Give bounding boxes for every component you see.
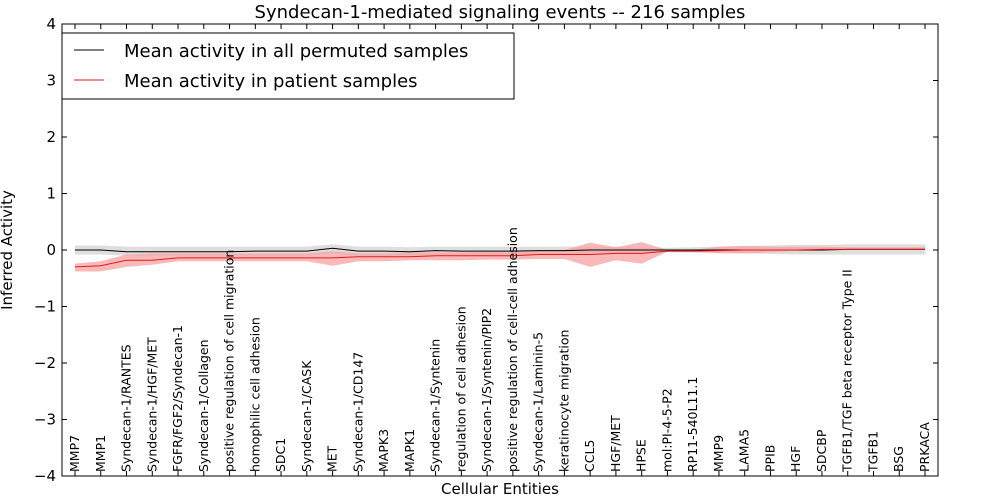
y-tick-label: −1: [34, 298, 56, 316]
y-tick-label: −2: [34, 354, 56, 372]
x-category-label: regulation of cell adhesion: [453, 306, 468, 472]
x-category-label: Syndecan-1/CD147: [350, 352, 365, 472]
legend-box: [61, 32, 515, 100]
x-category-label: MMP1: [93, 435, 108, 472]
x-category-label: positive regulation of cell-cell adhesio…: [505, 227, 520, 472]
x-category-label: Syndecan-1/RANTES: [119, 344, 134, 472]
x-category-label: HGF/MET: [608, 415, 623, 472]
x-category-label: HGF: [788, 446, 803, 472]
series-1-band: [75, 242, 925, 272]
x-category-label: Syndecan-1/Collagen: [196, 339, 211, 472]
x-category-label: Syndecan-1/CASK: [299, 360, 314, 472]
x-category-label: Syndecan-1/Laminin-5: [531, 332, 546, 472]
x-category-label: TGFB1/TGF beta receptor Type II: [840, 269, 855, 473]
x-category-label: CCL5: [582, 440, 597, 472]
x-category-label: BSG: [891, 446, 906, 472]
x-category-label: PRKACA: [917, 422, 932, 472]
x-category-label: MMP9: [711, 435, 726, 472]
y-tick-label: −3: [34, 411, 56, 429]
x-category-label: RP11-540L11.1: [685, 377, 700, 472]
x-category-label: MAPK1: [402, 429, 417, 472]
x-category-label: MET: [325, 445, 340, 472]
x-category-label: MMP7: [67, 435, 82, 472]
x-category-label: Syndecan-1/HGF/MET: [144, 337, 159, 472]
chart-title: Syndecan-1-mediated signaling events -- …: [255, 2, 746, 23]
x-category-label: FGFR/FGF2/Syndecan-1: [170, 325, 185, 472]
plot-frame: [61, 23, 939, 477]
y-tick-label: 4: [46, 15, 56, 33]
legend: Mean activity in all permuted samples Me…: [61, 32, 515, 100]
x-category-label: MAPK3: [376, 429, 391, 472]
x-category-label: Syndecan-1/Syntenin/PIP2: [479, 308, 494, 472]
x-category-label: SDC1: [273, 438, 288, 472]
y-axis-label: Inferred Activity: [0, 190, 16, 310]
x-category-label: Syndecan-1/Syntenin: [428, 339, 443, 472]
x-category-label: keratinocyte migration: [556, 330, 571, 472]
legend-label-patient: Mean activity in patient samples: [124, 71, 418, 92]
y-tick-label: 1: [46, 185, 56, 203]
y-tick-label: 0: [46, 241, 56, 259]
x-category-label: homophilic cell adhesion: [247, 317, 262, 472]
x-category-label: HPSE: [634, 439, 649, 472]
x-axis-label: Cellular Entities: [441, 480, 559, 498]
y-tick-label: 2: [46, 128, 56, 146]
x-category-label: TGFB1: [866, 431, 881, 473]
legend-label-permuted: Mean activity in all permuted samples: [124, 41, 468, 62]
x-category-label: mol:PI-4-5-P2: [659, 388, 674, 472]
x-category-label: PPIB: [763, 445, 778, 472]
series-0-band: [75, 244, 925, 256]
x-category-label: positive regulation of cell migration: [222, 250, 237, 472]
y-tick-label: 3: [46, 72, 56, 90]
x-category-label: LAMA5: [737, 429, 752, 472]
series-1-line: [74, 248, 925, 268]
y-tick-label: −4: [34, 467, 56, 485]
x-category-label: SDCBP: [814, 429, 829, 472]
